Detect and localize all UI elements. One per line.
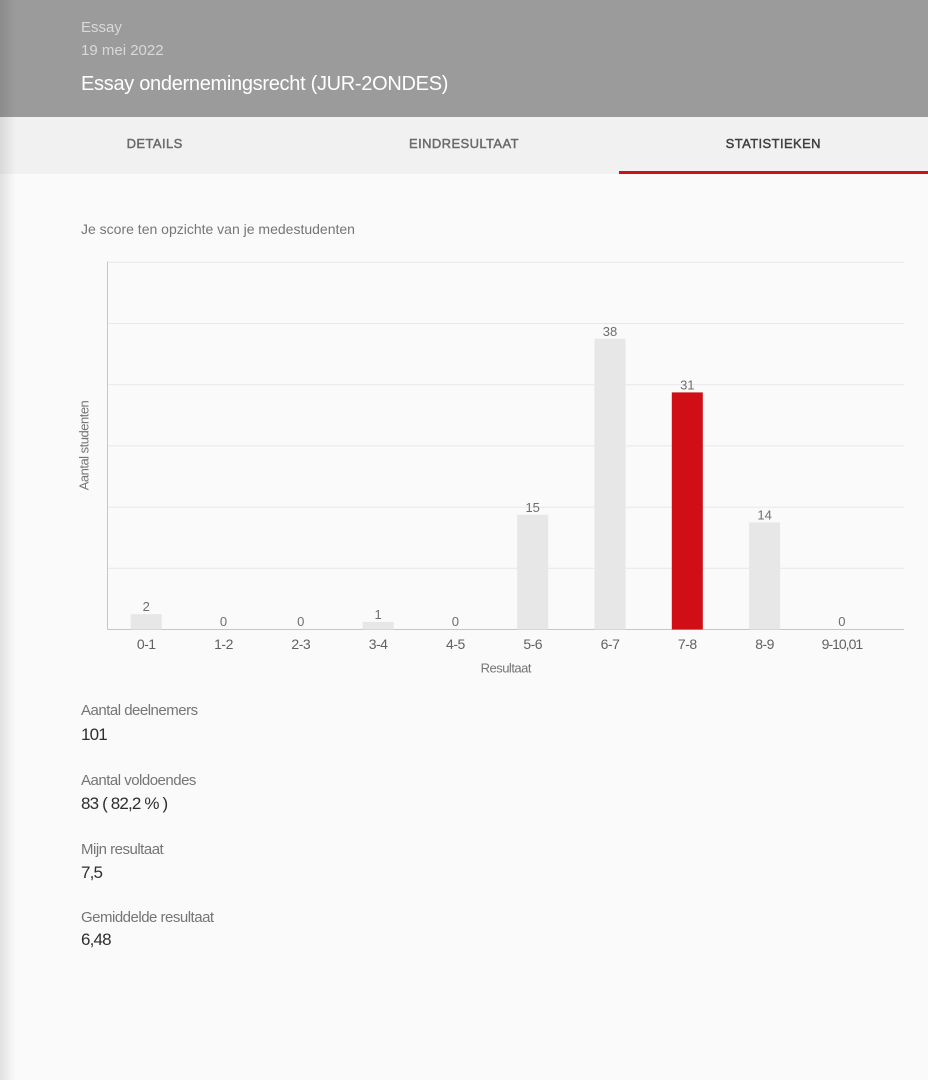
svg-text:2: 2 [143, 599, 150, 614]
svg-text:14: 14 [757, 507, 771, 522]
svg-text:Aantal studenten: Aantal studenten [77, 400, 92, 490]
svg-text:1: 1 [374, 607, 381, 622]
svg-text:31: 31 [680, 377, 694, 392]
svg-text:4-5: 4-5 [446, 636, 465, 652]
svg-text:0-1: 0-1 [137, 636, 156, 652]
svg-text:Resultaat: Resultaat [481, 661, 532, 676]
svg-text:3-4: 3-4 [369, 636, 388, 652]
svg-text:8-9: 8-9 [755, 636, 774, 652]
svg-text:0: 0 [220, 614, 227, 629]
svg-text:5-6: 5-6 [523, 636, 542, 652]
svg-text:9-10,01: 9-10,01 [822, 636, 864, 652]
svg-text:0: 0 [838, 614, 845, 629]
svg-text:6-7: 6-7 [601, 636, 620, 652]
svg-text:7-8: 7-8 [678, 636, 697, 652]
svg-text:1-2: 1-2 [214, 636, 233, 652]
svg-text:0: 0 [297, 614, 304, 629]
svg-text:15: 15 [525, 500, 539, 515]
svg-text:38: 38 [603, 324, 617, 339]
svg-text:0: 0 [452, 614, 459, 629]
svg-text:2-3: 2-3 [291, 636, 310, 652]
